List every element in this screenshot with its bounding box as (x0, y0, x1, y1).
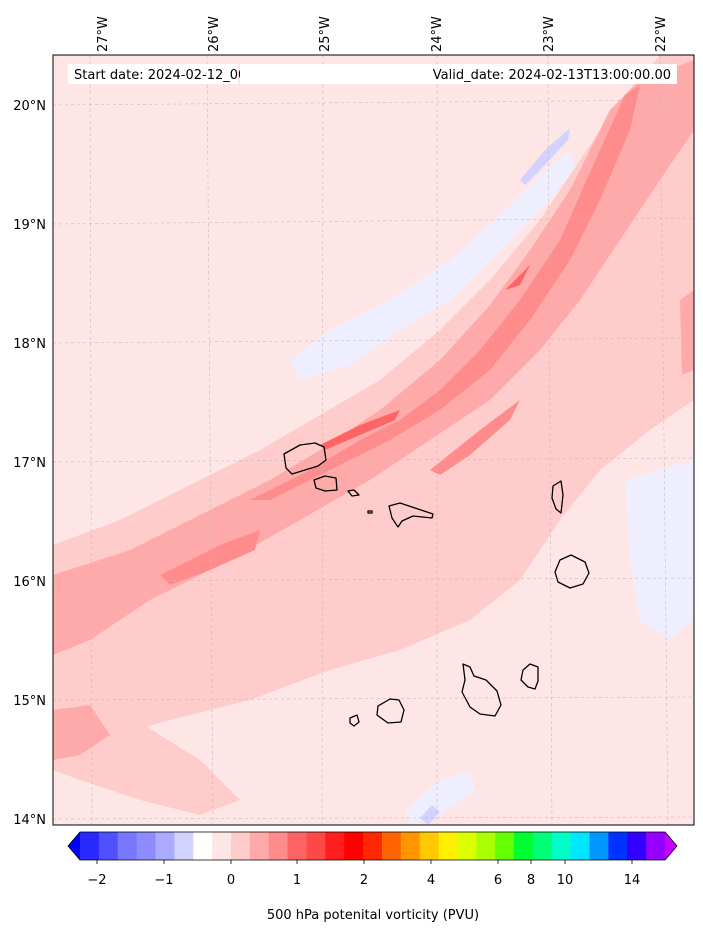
colorbar-segment (457, 832, 477, 860)
island-sao-nicolau (388, 502, 434, 528)
pv-band-125 (505, 265, 530, 290)
pv-negative-patch (625, 460, 694, 640)
lon-label: 22°W (654, 16, 669, 52)
colorbar-tick-label: 10 (557, 873, 574, 888)
colorbar-segment (268, 832, 289, 860)
lat-label: 17°N (13, 456, 46, 471)
colorbar-segment (287, 832, 307, 860)
lon-label: 26°W (207, 16, 222, 52)
colorbar-segment (419, 832, 440, 860)
colorbar-segment (117, 832, 138, 860)
lon-label: 23°W (542, 16, 557, 52)
colorbar-tick-label: 1 (293, 873, 301, 888)
pv-field (53, 55, 694, 825)
pv-band-125 (320, 410, 400, 450)
colorbar-segment (306, 832, 326, 860)
start-date-box (68, 64, 238, 84)
colorbar-segment (646, 832, 666, 860)
colorbar-segment (532, 832, 553, 860)
colorbar-segment (400, 832, 421, 860)
colorbar-segment (514, 832, 534, 860)
colorbar-tick-label: −1 (154, 873, 173, 888)
colorbar-tick-label: 14 (624, 873, 641, 888)
colorbar-segment (174, 832, 194, 860)
colorbar-segment (495, 832, 515, 860)
pv-negative-patch (290, 150, 575, 380)
pv-band-050 (620, 250, 694, 420)
pv-negative-patch (405, 770, 475, 825)
island-santiago (461, 663, 502, 717)
colorbar-segment (608, 832, 628, 860)
pv-band-100 (160, 530, 260, 585)
valid-date-label: Valid_date: 2024-02-13T13:00:00.00 (433, 68, 671, 83)
start-date-label: Start date: 2024-02-12_00:00:00 (74, 68, 288, 83)
colorbar-segment (230, 832, 251, 860)
colorbar-segment (551, 832, 572, 860)
colorbar-tick-label: −2 (87, 873, 106, 888)
pv-band-075 (53, 705, 110, 760)
colorbar (67, 831, 678, 864)
colorbar-segment (193, 832, 213, 860)
colorbar-segment (570, 832, 591, 860)
colorbar-tick-label: 8 (527, 873, 535, 888)
colorbar-tick-labels: −2 −1 0 1 2 4 6 8 10 14 (87, 873, 640, 888)
pv-negative-patch (420, 805, 440, 825)
colorbar-tick-label: 4 (427, 873, 435, 888)
coastlines (283, 442, 590, 727)
colorbar-segment (363, 832, 383, 860)
map-frame (52, 54, 695, 826)
colorbar-segment (438, 832, 458, 860)
colorbar-segment (381, 832, 402, 860)
colorbar-extend-max (665, 832, 677, 860)
island-fogo (376, 698, 405, 724)
island-branco (367, 510, 373, 514)
lon-label: 27°W (96, 16, 111, 52)
island-santo-antao (283, 442, 327, 475)
colorbar-segment (212, 832, 232, 860)
lon-label: 24°W (430, 16, 445, 52)
map-gridlines (53, 55, 694, 825)
lat-label: 18°N (13, 337, 46, 352)
island-maio (520, 663, 539, 690)
island-brava (349, 714, 360, 727)
longitude-labels: 27°W 26°W 25°W 24°W 23°W 22°W (96, 16, 669, 52)
island-sao-vicente (313, 475, 338, 492)
lat-label: 15°N (13, 694, 46, 709)
colorbar-tick-label: 2 (360, 873, 368, 888)
pv-band-075 (680, 290, 694, 375)
lat-label: 19°N (13, 218, 46, 233)
colorbar-outline (67, 831, 678, 861)
colorbar-segment (80, 832, 100, 860)
colorbar-extend-min (68, 832, 80, 860)
colorbar-title: 500 hPa potenital vorticity (PVU) (267, 908, 479, 923)
valid-date-box (240, 64, 677, 84)
colorbar-segment (98, 832, 119, 860)
latitude-labels: 20°N 19°N 18°N 17°N 16°N 15°N 14°N (13, 99, 46, 828)
lat-label: 20°N (13, 99, 46, 114)
pv-band-050 (53, 55, 694, 760)
colorbar-segment (344, 832, 364, 860)
colorbar-tick-label: 0 (227, 873, 235, 888)
lon-label: 25°W (318, 16, 333, 52)
colorbar-segment (136, 832, 156, 860)
lat-label: 14°N (13, 813, 46, 828)
pv-band-100 (430, 400, 520, 475)
colorbar-segment (627, 832, 647, 860)
lat-label: 16°N (13, 575, 46, 590)
colorbar-tick-label: 6 (494, 873, 502, 888)
pv-negative-patch (520, 128, 570, 185)
colorbar-segment (325, 832, 345, 860)
colorbar-segment (249, 832, 270, 860)
colorbar-segment (476, 832, 496, 860)
island-boa-vista (554, 554, 590, 589)
island-sal (551, 480, 564, 514)
colorbar-segment (589, 832, 609, 860)
island-santa-luzia (347, 489, 360, 497)
colorbar-segment (155, 832, 175, 860)
